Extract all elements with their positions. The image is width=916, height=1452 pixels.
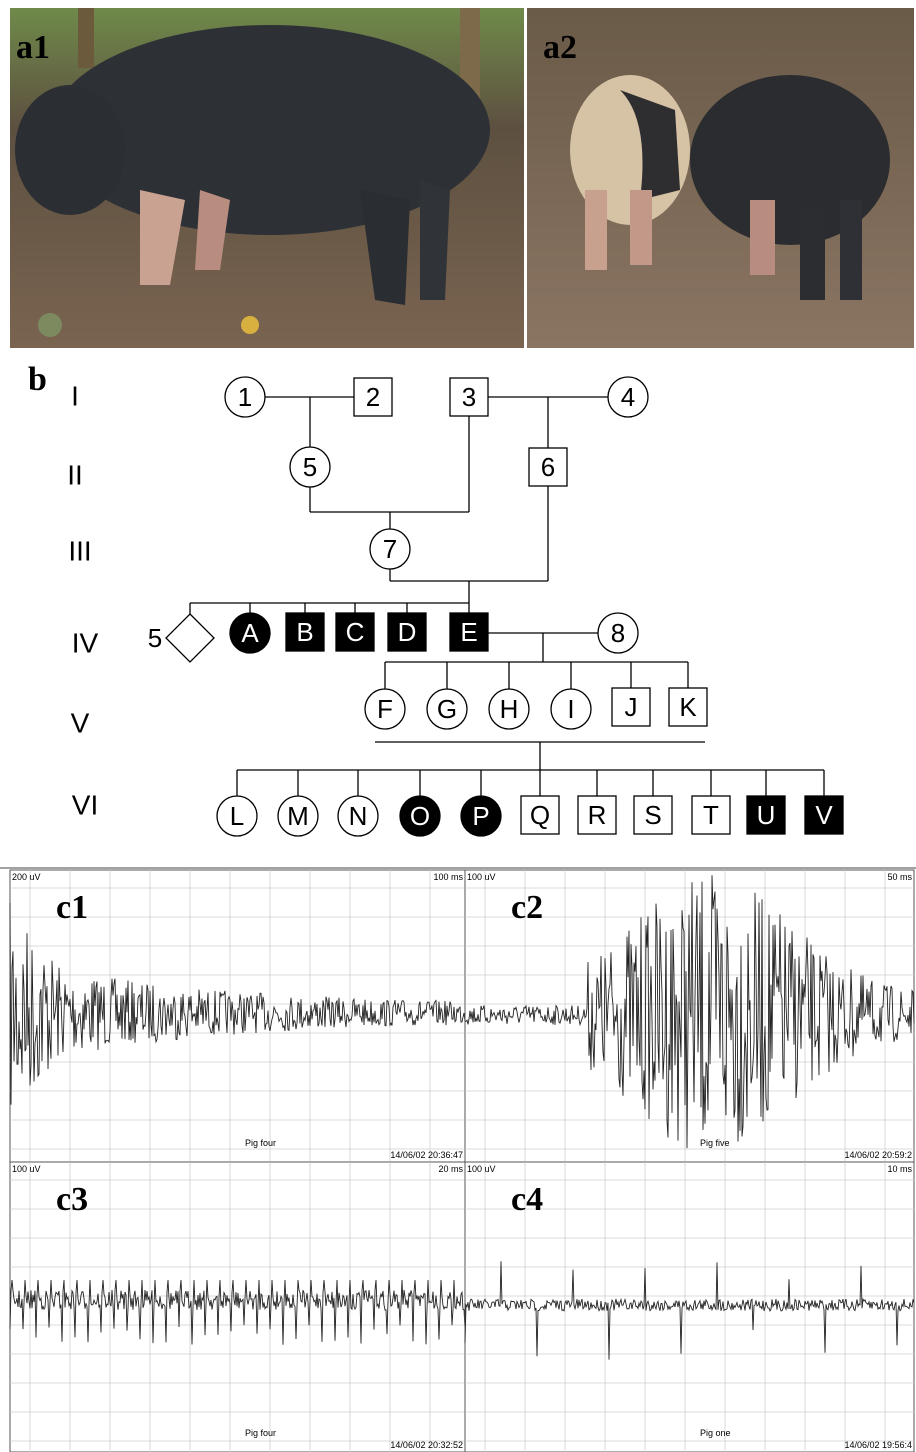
figure: a1 a2 b IIIIIIIVVVI12345675ABCDE8FGHIJKL… [0, 0, 916, 1452]
panel-label: b [28, 361, 47, 398]
node-label: C [346, 617, 365, 647]
pedigree-lines [190, 397, 824, 796]
node-label: 5 [303, 452, 317, 482]
node-label: P [472, 801, 489, 831]
node-label: T [703, 800, 719, 830]
time-label: 20 ms [438, 1164, 463, 1174]
node-label: J [625, 692, 638, 722]
emg-panel: 100 uV 10 ms Pig one 14/06/02 19:56:4 c4 [465, 1162, 914, 1452]
subject-label: Pig one [700, 1428, 731, 1438]
panel-label: c1 [56, 889, 88, 926]
time-label: 50 ms [887, 872, 912, 882]
node-label: A [241, 618, 259, 648]
emg-panel: 200 uV 100 ms Pig four 14/06/02 20:36:47 c1 [10, 870, 465, 1162]
scale-label: 100 uV [12, 1164, 41, 1174]
subject-label: Pig four [245, 1428, 276, 1438]
node-label: 1 [238, 382, 252, 412]
timestamp: 14/06/02 20:59:2 [844, 1150, 912, 1160]
timestamp: 14/06/02 20:32:52 [390, 1440, 463, 1450]
subject-label: Pig four [245, 1138, 276, 1148]
generation-label: III [68, 535, 91, 566]
time-label: 100 ms [433, 872, 463, 882]
emg-panel: 100 uV 50 ms Pig five 14/06/02 20:59:2 c2 [465, 870, 914, 1162]
panel-label: a1 [16, 29, 50, 66]
node-label: L [230, 801, 244, 831]
panel-label: c4 [511, 1181, 543, 1218]
panel-label: a2 [543, 29, 577, 66]
node-label: S [644, 800, 661, 830]
node-label: D [398, 617, 417, 647]
node-label: 2 [366, 382, 380, 412]
scale-label: 200 uV [12, 872, 41, 882]
node-label: F [377, 694, 393, 724]
photo-a1 [10, 8, 524, 348]
timestamp: 14/06/02 19:56:4 [844, 1440, 912, 1450]
generation-label: IV [72, 627, 99, 658]
node-label: I [567, 694, 574, 724]
node-label: M [287, 801, 309, 831]
node-label: Q [530, 800, 550, 830]
node-label: 4 [621, 382, 635, 412]
node-label: V [815, 800, 833, 830]
emg-panel: 100 uV 20 ms Pig four 14/06/02 20:32:52 c3 [10, 1162, 465, 1452]
node-label: K [679, 692, 697, 722]
panel-label: c2 [511, 889, 543, 926]
node-label: 8 [611, 618, 625, 648]
node-label: G [437, 694, 457, 724]
node-label: R [588, 800, 607, 830]
scale-label: 100 uV [467, 1164, 496, 1174]
node-label: 7 [383, 534, 397, 564]
node-label: 6 [541, 452, 555, 482]
node-label: H [500, 694, 519, 724]
subject-label: Pig five [700, 1138, 730, 1148]
generation-label: II [67, 459, 83, 490]
time-label: 10 ms [887, 1164, 912, 1174]
timestamp: 14/06/02 20:36:47 [390, 1150, 463, 1160]
node-label: O [410, 801, 430, 831]
node-label: 3 [462, 382, 476, 412]
scale-label: 100 uV [467, 872, 496, 882]
node-label: 5 [148, 623, 162, 653]
panel-label: c3 [56, 1181, 88, 1218]
photo-a2 [527, 8, 914, 348]
generation-label: I [71, 380, 79, 411]
node-label: B [296, 617, 313, 647]
generation-label: V [71, 707, 90, 738]
pedigree-unknown-sex [166, 614, 214, 662]
generation-label: VI [72, 789, 98, 820]
node-label: N [349, 801, 368, 831]
node-label: U [757, 800, 776, 830]
node-label: E [460, 617, 477, 647]
